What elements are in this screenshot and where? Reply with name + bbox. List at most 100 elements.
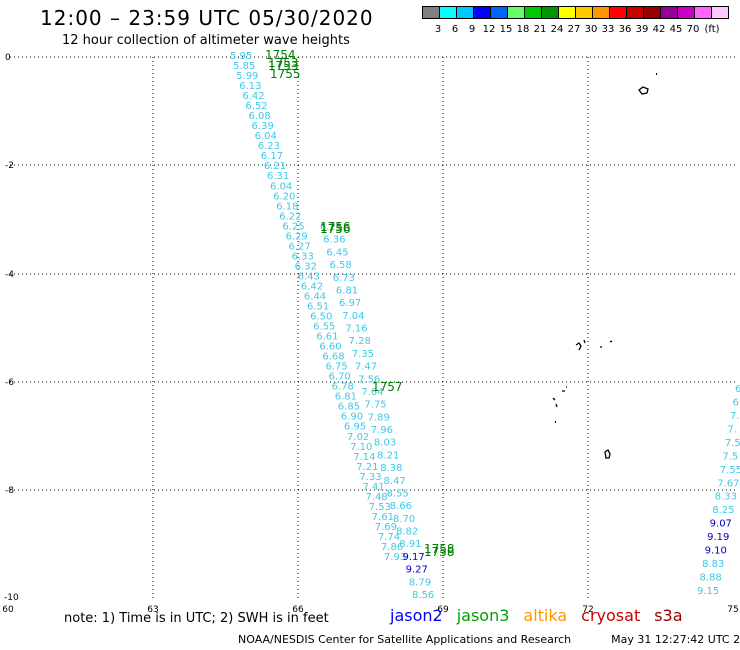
track1-value: 6.25 (282, 221, 304, 232)
legend-swatch (473, 6, 491, 19)
track2-value: 7.96 (371, 425, 393, 436)
track2-value: 7.64 (361, 387, 383, 398)
legend-swatch (660, 6, 678, 19)
legend-swatch (422, 6, 440, 19)
track1-value: 6.70 (329, 372, 351, 383)
track1-value: 6.13 (239, 81, 261, 92)
track1-value: 6.29 (285, 231, 307, 242)
axis-tick-labels: 60 63 66 69 72 750-2-4-6-8-10 (2, 53, 738, 615)
track2-value: 6.97 (339, 298, 361, 309)
legend-swatch (643, 6, 661, 19)
track1-value: 6.39 (252, 121, 274, 132)
mission-altika: altika (523, 606, 568, 625)
track-time-label: 1758 (424, 542, 455, 556)
right-track-value: 8.83 (702, 559, 724, 570)
track-time-label: 1758 (424, 545, 455, 559)
track1-value: 6.51 (307, 302, 329, 313)
track1-value: 6.08 (248, 111, 270, 122)
track1-value: 6.90 (341, 412, 363, 423)
track1-value: 5.99 (236, 71, 258, 82)
legend-label: 9 (468, 24, 476, 35)
legend-label: 3 (434, 24, 442, 35)
x-tick-75: 75 (727, 605, 738, 615)
track2-value: 8.91 (399, 539, 421, 550)
track1-value: 6.21 (264, 161, 286, 172)
track1-value: 7.86 (381, 542, 403, 553)
legend-label: 24 (550, 24, 564, 35)
legend-label: 45 (669, 24, 683, 35)
legend-swatch (558, 6, 576, 19)
y-tick--8: -8 (5, 486, 14, 496)
right-track-value: 7. (730, 411, 740, 422)
track1-value: 6.17 (261, 151, 283, 162)
right-track-value: 7.5 (725, 438, 740, 449)
right-track-value: 8.88 (700, 573, 722, 584)
right-track-value: 8.25 (712, 505, 734, 516)
right-track-value: 8.33 (715, 492, 737, 503)
legend-label: 18 (516, 24, 530, 35)
track2-value: 7.47 (355, 362, 377, 373)
track1-value: 6.85 (338, 402, 360, 413)
legend-label: 6 (451, 24, 459, 35)
x-tick-66: 66 (292, 605, 304, 615)
mission-jason3: jason3 (456, 606, 510, 625)
track2-value: 8.70 (393, 514, 415, 525)
track2-value: 7.75 (364, 400, 386, 411)
track1-value: 6.43 (298, 271, 320, 282)
legend-label: 42 (652, 24, 666, 35)
track1-value: 6.95 (344, 422, 366, 433)
legend-swatch (609, 6, 627, 19)
track1-value: 7.14 (353, 452, 375, 463)
track2-value: 9.17 (402, 552, 424, 563)
y-tick--10: -10 (4, 593, 19, 603)
legend-swatch (541, 6, 559, 19)
island-cluster (552, 386, 567, 408)
legend-swatch (711, 6, 729, 19)
track1-value: 6.68 (322, 352, 344, 363)
legend-label: 12 (482, 24, 496, 35)
track1-value: 6.22 (279, 211, 301, 222)
track1-value: 6.42 (301, 281, 323, 292)
track1-value: 6.61 (316, 332, 338, 343)
legend-swatch (592, 6, 610, 19)
right-track-value: 9.15 (697, 586, 719, 597)
x-tick-63: 63 (147, 605, 158, 615)
track2-value: 8.56 (412, 590, 434, 601)
mission-s3a: s3a (654, 606, 683, 625)
track2-value: 8.55 (387, 488, 409, 499)
credits: NOAA/NESDIS Center for Satellite Applica… (238, 633, 740, 646)
track1-value: 6.55 (313, 322, 335, 333)
track1-value: 6.50 (310, 312, 332, 323)
legend-swatch (456, 6, 474, 19)
track1-value: 6.04 (270, 181, 292, 192)
mission-cryosat: cryosat (581, 606, 641, 625)
right-track-value: 7. (727, 424, 737, 435)
y-tick--6: -6 (5, 378, 14, 388)
track2-value: 7.28 (349, 336, 371, 347)
track1-value: 6.78 (332, 382, 354, 393)
track1-value: 7.41 (362, 482, 384, 493)
track1-value: 6.32 (295, 261, 317, 272)
track2-value: 6.73 (333, 273, 355, 284)
track2-value: 8.82 (396, 527, 418, 538)
track2-value: 8.03 (374, 438, 396, 449)
track1-value: 7.61 (372, 512, 394, 523)
track2-value: 7.89 (368, 412, 390, 423)
track2-value: 7.35 (352, 349, 374, 360)
right-track-value: 9.10 (705, 546, 727, 557)
track1-value: 6.44 (304, 291, 326, 302)
legend-swatch (439, 6, 457, 19)
track1-value: 7.69 (375, 522, 397, 533)
altimeter-tracks: 5.955.855.996.136.426.526.086.396.046.23… (230, 48, 740, 601)
track1-value: 7.48 (366, 492, 388, 503)
x-tick-69: 69 (437, 605, 449, 615)
track1-value: 7.02 (347, 432, 369, 443)
right-track-value: 7.55 (720, 465, 740, 476)
timestamp: May 31 12:27:42 UTC 2020 (611, 633, 740, 646)
map-subtitle: 12 hour collection of altimeter wave hei… (62, 33, 350, 48)
track1-value: 6.81 (335, 392, 357, 403)
legend-label: 36 (618, 24, 632, 35)
track2-value: 6.58 (330, 260, 352, 271)
right-track-value: 6 (732, 397, 738, 408)
